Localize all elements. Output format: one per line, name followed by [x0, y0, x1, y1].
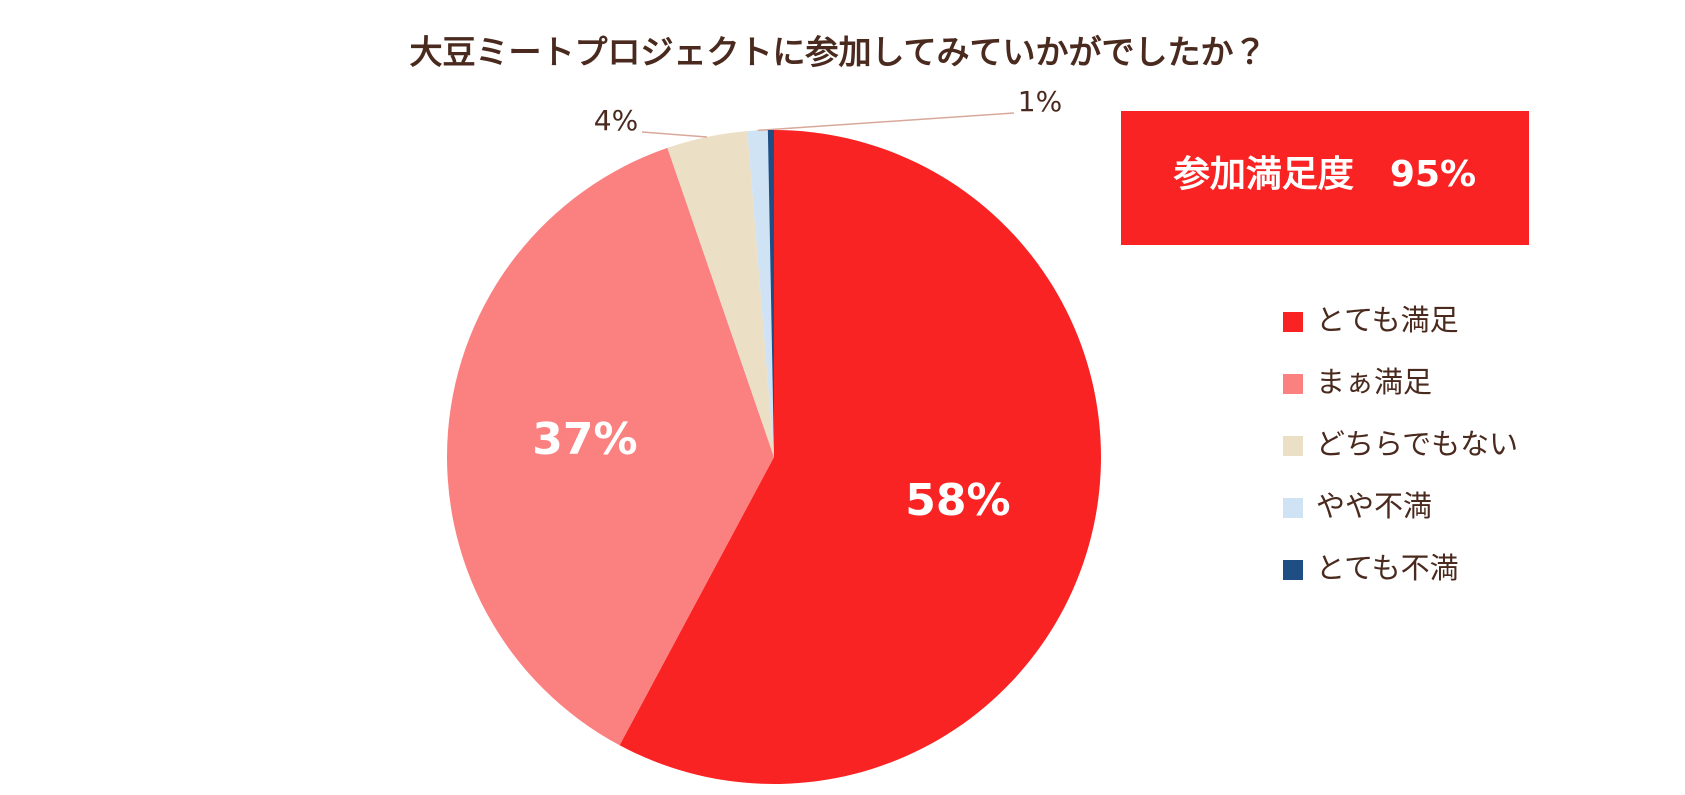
pie-slice [447, 147, 774, 746]
pie-slice [747, 130, 774, 457]
summary-text: 参加満足度 95% [1173, 154, 1476, 195]
legend-label: とても満足 [1316, 303, 1459, 337]
legend-swatch [1283, 312, 1303, 332]
legend-swatch [1283, 498, 1303, 518]
legend-swatch [1283, 436, 1303, 456]
legend-label: とても不満 [1316, 551, 1459, 585]
legend-swatch [1283, 560, 1303, 580]
pie-slice [767, 130, 774, 457]
chart-title: 大豆ミートプロジェクトに参加してみていかがでしたか？ [409, 33, 1266, 72]
leader-line [757, 112, 1015, 132]
summary-box [1121, 111, 1529, 245]
legend-swatch [1283, 374, 1303, 394]
data-label: 58% [905, 475, 1010, 526]
legend-label: どちらでもない [1316, 427, 1518, 461]
leader-line [641, 131, 707, 138]
pie-slice [667, 131, 774, 457]
pie-slice [619, 130, 1101, 784]
data-label: 4% [594, 104, 638, 137]
data-label: 37% [532, 414, 637, 465]
legend-label: まぁ満足 [1316, 365, 1432, 399]
legend-label: やや不満 [1316, 489, 1432, 523]
data-label: 1% [1018, 85, 1062, 118]
